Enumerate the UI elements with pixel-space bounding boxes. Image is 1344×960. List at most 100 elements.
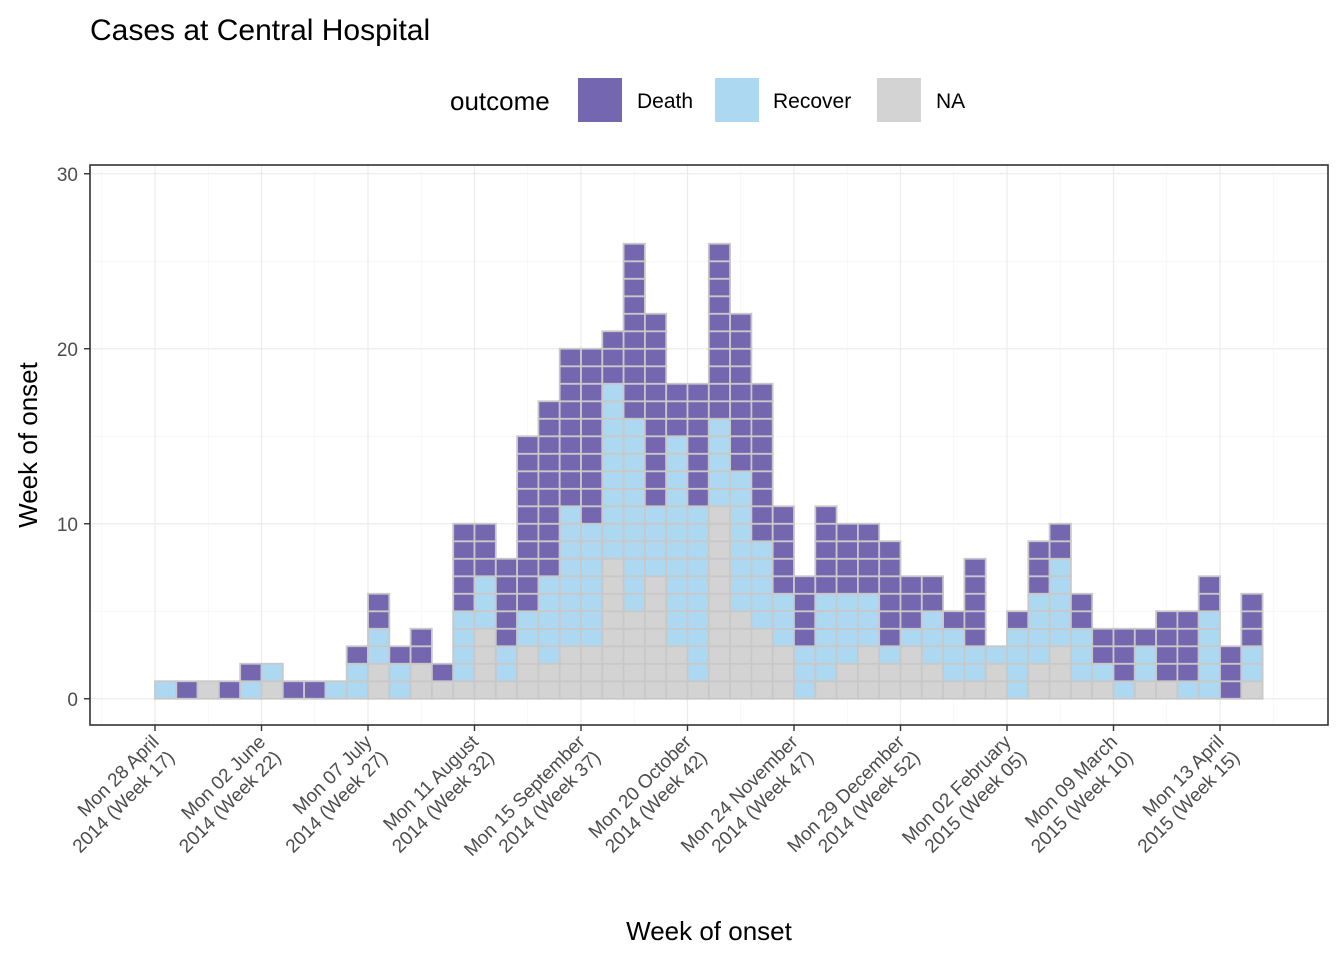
bar-cell-recover [580, 540, 604, 560]
bar-cell-death [686, 452, 710, 473]
bar-cell-recover [707, 435, 731, 455]
bar-cell-recover [686, 575, 710, 595]
bar-cell-na [707, 680, 731, 700]
bar-cell-na [473, 627, 497, 648]
bar-cell-na [984, 662, 1008, 683]
bar-cell-recover [665, 575, 689, 595]
bar-cell-recover [452, 610, 476, 630]
bar-cell-recover [771, 610, 795, 630]
bar-cell-recover [793, 645, 817, 665]
bar-cell-recover [388, 680, 412, 700]
bar-cell-recover [622, 435, 646, 455]
bar-cell-death [452, 557, 476, 578]
bar-cell-death [622, 400, 646, 420]
bar-cell-na [644, 680, 668, 700]
bar-cell-death [644, 452, 668, 473]
bar-cell-recover [920, 610, 944, 630]
bar-cell-death [644, 347, 668, 368]
bar-cell-recover [942, 627, 966, 648]
bar-cell-na [644, 592, 668, 613]
bar-cell-na [537, 662, 561, 683]
bar-cell-death [835, 540, 859, 560]
bar-cell-recover [580, 557, 604, 578]
bar-cell-death [516, 505, 540, 525]
bar-cell-recover [1240, 645, 1264, 665]
bar-cell-death [537, 470, 561, 490]
bar-cell-na [409, 680, 433, 700]
bar-cell-recover [622, 522, 646, 543]
bar-cell-recover [473, 575, 497, 595]
bar-cell-recover [771, 627, 795, 648]
bar-cell-death [729, 417, 753, 438]
bar-cell-na [707, 522, 731, 543]
bar-cell-death [494, 557, 518, 578]
bar-cell-recover [1240, 662, 1264, 683]
bar-cell-recover [558, 505, 582, 525]
bar-cell-recover [1197, 645, 1221, 665]
bar-cell-death [793, 627, 817, 648]
bar-cell-na [729, 627, 753, 648]
bar-cell-recover [857, 592, 881, 613]
bar-cell-recover [601, 487, 625, 508]
bar-cell-death [537, 522, 561, 543]
bar-cell-na [430, 680, 455, 700]
bar-cell-na [707, 575, 731, 595]
bar-cell-na [835, 662, 859, 683]
bar-cell-recover [452, 662, 476, 683]
bar-cell-death [729, 312, 753, 333]
bar-cell-death [1112, 627, 1136, 648]
legend-title: outcome [450, 86, 550, 116]
bar-cell-death [707, 347, 731, 368]
bar-cell-death [750, 400, 774, 420]
bar-cell-death [707, 242, 731, 263]
bar-cell-death [878, 592, 902, 613]
x-tick-label: Mon 07 July2014 (Week 27) [266, 731, 392, 857]
bar-cell-death [601, 365, 625, 385]
x-axis-title: Week of onset [626, 916, 793, 946]
bar-cell-na [367, 662, 391, 683]
bar-cell-death [303, 680, 327, 700]
bar-cell-na [942, 680, 966, 700]
bar-cell-death [644, 417, 668, 438]
x-tick-label: Mon 02 June2014 (Week 22) [160, 732, 286, 858]
plot-bars [154, 242, 1264, 700]
bar-cell-death [814, 505, 838, 525]
bar-cell-recover [644, 557, 668, 578]
bar-cell-death [644, 312, 668, 333]
bar-cell-recover [644, 540, 668, 560]
bar-cell-na [899, 645, 923, 665]
bar-cell-na [707, 627, 731, 648]
bar-cell-recover [516, 610, 540, 630]
bar-cell-death [750, 382, 774, 403]
bar-cell-recover [835, 627, 859, 648]
bar-cell-death [516, 435, 540, 455]
bar-cell-death [878, 540, 902, 560]
bar-cell-death [750, 435, 774, 455]
bar-cell-recover [750, 540, 774, 560]
bar-cell-recover [622, 592, 646, 613]
bar-cell-death [707, 365, 731, 385]
bar-cell-recover [707, 417, 731, 438]
bar-cell-death [622, 382, 646, 403]
bar-cell-recover [835, 592, 859, 613]
bar-cell-recover [1006, 645, 1030, 665]
bar-cell-death [729, 347, 753, 368]
bar-cell-death [857, 575, 881, 595]
bar-cell-recover [494, 662, 518, 683]
bar-cell-na [920, 680, 944, 700]
bar-cell-recover [771, 592, 795, 613]
bar-cell-recover [835, 645, 859, 665]
bar-cell-recover [729, 592, 753, 613]
bar-cell-na [622, 645, 646, 665]
bar-cell-death [878, 575, 902, 595]
legend-key-recover [715, 78, 759, 122]
bar-cell-death [665, 417, 689, 438]
bar-cell-na [644, 610, 668, 630]
bar-cell-death [707, 330, 731, 350]
y-axis-title: Week of onset [13, 361, 43, 528]
bar-cell-na [601, 575, 625, 595]
bar-cell-recover [580, 575, 604, 595]
bar-cell-death [1219, 662, 1243, 683]
bar-cell-recover [686, 505, 710, 525]
bar-cell-death [494, 592, 518, 613]
